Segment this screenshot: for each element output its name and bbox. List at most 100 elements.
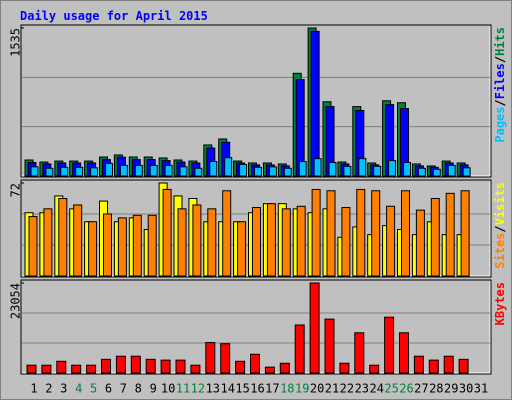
x-tick-label: 6	[105, 382, 112, 396]
x-tick-label: 14	[220, 382, 234, 396]
x-tick-label: 16	[250, 382, 264, 396]
bar	[147, 214, 157, 277]
bar	[30, 166, 39, 177]
legend-separator: /	[493, 99, 507, 106]
bar	[341, 207, 351, 277]
bar	[41, 364, 52, 374]
x-tick-label: 20	[310, 382, 324, 396]
bar	[386, 205, 396, 277]
bar	[460, 190, 470, 277]
bar	[369, 364, 380, 374]
bar	[283, 167, 292, 177]
bar	[298, 161, 307, 177]
bar	[384, 316, 395, 374]
x-tick-label: 17	[265, 382, 279, 396]
bar	[371, 190, 381, 277]
x-tick-label: 24	[369, 382, 383, 396]
bar	[56, 360, 67, 374]
x-tick-label: 23	[355, 382, 369, 396]
x-tick-label: 8	[135, 382, 142, 396]
x-tick-label: 25	[384, 382, 398, 396]
bar	[190, 364, 201, 374]
bar	[75, 166, 84, 177]
bar	[130, 355, 141, 374]
bar	[220, 343, 231, 374]
bar	[328, 162, 337, 177]
x-tick-label: 29	[444, 382, 458, 396]
x-tick-label: 21	[325, 382, 339, 396]
bar	[399, 332, 409, 374]
legend-separator: /	[493, 225, 507, 232]
bar	[268, 166, 277, 177]
bar	[388, 160, 397, 177]
bar	[60, 166, 69, 177]
legend: KBytes	[493, 282, 507, 325]
y-tick-label: 72	[9, 183, 23, 197]
x-tick-label: 31	[474, 382, 488, 396]
bar	[26, 364, 37, 374]
y-tick-label: 1535	[9, 28, 23, 57]
x-tick-label: 30	[459, 382, 473, 396]
legend-label: Sites	[493, 233, 507, 269]
bar	[235, 360, 246, 374]
bar	[105, 162, 113, 177]
bar	[428, 359, 439, 374]
bar	[309, 282, 320, 374]
bar	[119, 164, 128, 177]
x-tick-label: 7	[120, 382, 127, 396]
legend-label: Visits	[493, 182, 507, 225]
legend-label: KBytes	[493, 282, 507, 325]
bar	[415, 209, 425, 277]
bar	[264, 366, 275, 374]
bar	[28, 216, 38, 277]
bar	[413, 355, 424, 374]
legend-label: Files	[493, 63, 507, 99]
bar	[177, 208, 187, 277]
legend: Pages/Files/Hits	[493, 27, 507, 143]
x-tick-label: 11	[176, 382, 190, 396]
bar	[430, 198, 440, 277]
bar	[356, 188, 366, 277]
x-tick-label: 13	[206, 382, 220, 396]
bar	[252, 207, 261, 277]
bar	[103, 213, 112, 277]
x-tick-label: 28	[429, 382, 443, 396]
bar	[250, 353, 260, 374]
bar	[101, 358, 111, 374]
bar	[310, 30, 320, 177]
bar	[445, 192, 455, 277]
bar	[209, 161, 218, 177]
bar	[162, 188, 172, 277]
bar	[205, 342, 216, 374]
bar	[164, 164, 173, 177]
bar	[324, 318, 335, 374]
legend-label: Hits	[493, 27, 507, 56]
bar	[179, 166, 188, 177]
x-tick-label: 3	[60, 382, 67, 396]
bar	[447, 164, 456, 177]
bar	[160, 359, 171, 374]
bar	[134, 164, 143, 177]
x-tick-label: 27	[414, 382, 428, 396]
x-tick-label: 9	[150, 382, 157, 396]
bar	[132, 214, 142, 277]
bar	[358, 158, 367, 177]
bar	[192, 204, 202, 277]
bar	[45, 167, 54, 177]
bar	[326, 190, 336, 277]
chart-title: Daily usage for April 2015	[20, 9, 208, 23]
plot-area	[20, 24, 492, 178]
bar	[343, 165, 352, 177]
bar	[403, 162, 411, 177]
bar	[443, 355, 454, 374]
x-tick-label: 18	[280, 382, 294, 396]
bar	[266, 203, 276, 277]
bar	[462, 167, 471, 177]
bar	[73, 204, 83, 277]
bar	[373, 165, 382, 177]
x-tick-label: 26	[399, 382, 413, 396]
bar	[194, 167, 203, 177]
x-tick-label: 1	[30, 382, 37, 396]
bar	[296, 205, 306, 277]
